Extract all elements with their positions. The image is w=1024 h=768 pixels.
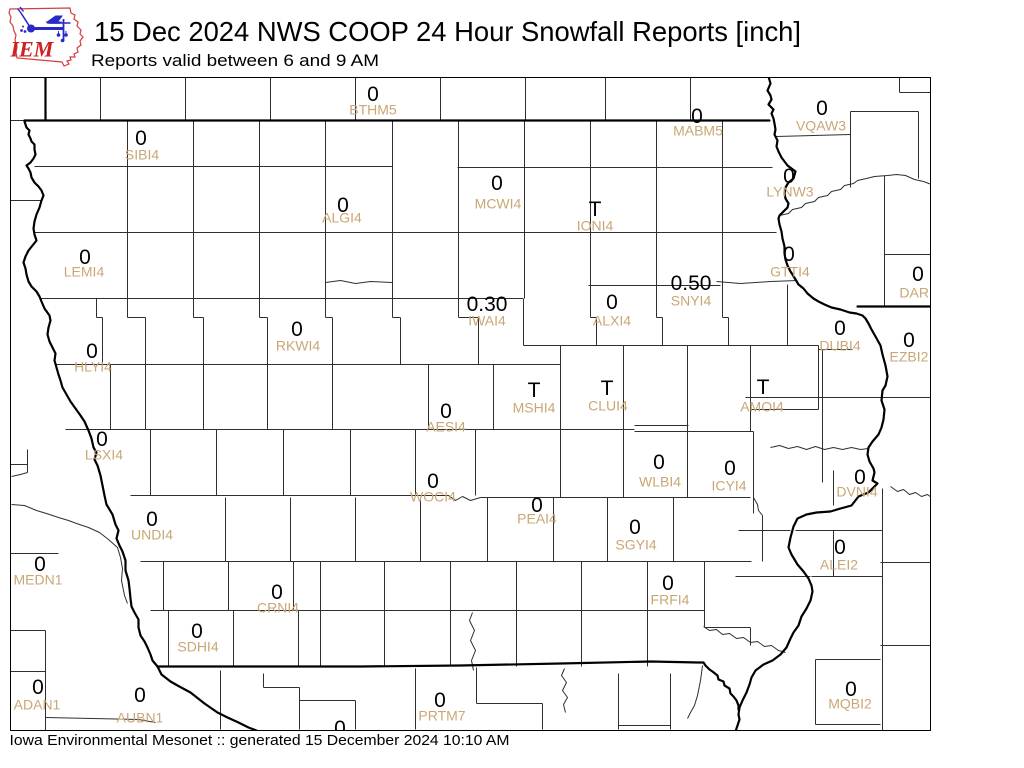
svg-text:0: 0 — [34, 553, 46, 576]
svg-text:LEMI4: LEMI4 — [64, 264, 105, 280]
svg-text:0: 0 — [724, 457, 736, 480]
svg-text:HLYI4: HLYI4 — [74, 359, 112, 375]
svg-text:SGYI4: SGYI4 — [615, 537, 656, 553]
svg-text:ICYI4: ICYI4 — [711, 478, 746, 494]
svg-text:0: 0 — [434, 689, 446, 712]
svg-text:IWAI4: IWAI4 — [468, 313, 506, 329]
svg-text:0.30: 0.30 — [467, 293, 508, 316]
svg-text:MQBI2: MQBI2 — [828, 696, 872, 712]
svg-text:VQAW3: VQAW3 — [796, 118, 846, 134]
svg-text:0: 0 — [912, 263, 924, 286]
svg-text:T: T — [589, 198, 602, 221]
svg-text:DVNI4: DVNI4 — [836, 484, 877, 500]
svg-text:T: T — [601, 377, 614, 400]
svg-text:AUBN1: AUBN1 — [117, 710, 164, 726]
svg-text:FRFI4: FRFI4 — [651, 592, 690, 608]
svg-text:0: 0 — [291, 318, 303, 341]
svg-text:Iowa Environmental Mesonet ::: Iowa Environmental Mesonet :: generated … — [10, 733, 510, 749]
svg-text:0: 0 — [834, 317, 846, 340]
svg-text:BTHM5: BTHM5 — [349, 102, 397, 118]
svg-text:DARI2: DARI2 — [899, 285, 940, 301]
svg-text:0: 0 — [491, 172, 503, 195]
svg-text:LSXI4: LSXI4 — [85, 447, 123, 463]
svg-text:0: 0 — [783, 243, 795, 266]
svg-text:GTTI4: GTTI4 — [770, 264, 810, 280]
svg-text:SDHI4: SDHI4 — [177, 639, 218, 655]
svg-text:0.50: 0.50 — [671, 272, 712, 295]
svg-text:15 Dec 2024 NWS COOP 24 Hour S: 15 Dec 2024 NWS COOP 24 Hour Snowfall Re… — [94, 16, 801, 47]
svg-text:0: 0 — [783, 165, 795, 188]
svg-text:0: 0 — [86, 340, 98, 363]
svg-text:RKWI4: RKWI4 — [276, 338, 321, 354]
svg-text:WOCI4: WOCI4 — [410, 489, 456, 505]
svg-text:ALEI2: ALEI2 — [820, 557, 858, 573]
svg-text:MEDN1: MEDN1 — [13, 572, 62, 588]
svg-text:0: 0 — [816, 97, 828, 120]
svg-text:DUBI4: DUBI4 — [819, 338, 860, 354]
svg-text:T: T — [528, 379, 541, 402]
svg-text:CRNI4: CRNI4 — [257, 600, 299, 616]
svg-text:MABM5: MABM5 — [673, 123, 723, 139]
svg-text:SNYI4: SNYI4 — [671, 293, 712, 309]
svg-text:0: 0 — [334, 717, 346, 740]
svg-text:0: 0 — [691, 105, 703, 128]
svg-text:0: 0 — [440, 400, 452, 423]
svg-text:0: 0 — [531, 494, 543, 517]
svg-text:SIBI4: SIBI4 — [125, 147, 159, 163]
svg-text:IONI4: IONI4 — [577, 218, 614, 234]
svg-text:ALGI4: ALGI4 — [322, 210, 362, 226]
svg-text:IEM: IEM — [10, 37, 55, 62]
svg-text:Reports valid between 6 and 9: Reports valid between 6 and 9 AM — [91, 51, 379, 70]
svg-text:0: 0 — [337, 194, 349, 217]
svg-text:0: 0 — [854, 466, 866, 489]
svg-text:0: 0 — [845, 678, 857, 701]
svg-text:ADAN1: ADAN1 — [14, 697, 61, 713]
svg-text:0: 0 — [146, 508, 158, 531]
svg-text:0: 0 — [629, 516, 641, 539]
svg-text:0: 0 — [135, 127, 147, 150]
svg-text:0: 0 — [96, 428, 108, 451]
svg-text:MCWI4: MCWI4 — [475, 196, 522, 212]
svg-text:0: 0 — [834, 536, 846, 559]
svg-text:T: T — [757, 376, 770, 399]
svg-text:0: 0 — [367, 83, 379, 106]
svg-text:0: 0 — [427, 470, 439, 493]
svg-text:AESI4: AESI4 — [426, 419, 466, 435]
svg-text:ALXI4: ALXI4 — [593, 313, 631, 329]
svg-text:0: 0 — [271, 581, 283, 604]
svg-text:0: 0 — [606, 291, 618, 314]
svg-text:0: 0 — [653, 451, 665, 474]
svg-text:AMOI4: AMOI4 — [740, 399, 784, 415]
svg-text:EZBI2: EZBI2 — [890, 349, 929, 365]
svg-text:0: 0 — [134, 684, 146, 707]
svg-text:0: 0 — [903, 329, 915, 352]
svg-text:MSHI4: MSHI4 — [513, 400, 556, 416]
svg-text:PRTM7: PRTM7 — [418, 708, 465, 724]
svg-text:WLBI4: WLBI4 — [639, 474, 681, 490]
svg-text:0: 0 — [32, 676, 44, 699]
svg-text:0: 0 — [79, 246, 91, 269]
svg-text:LYNW3: LYNW3 — [766, 184, 813, 200]
svg-text:UNDI4: UNDI4 — [131, 527, 173, 543]
svg-text:CLUI4: CLUI4 — [588, 398, 628, 414]
svg-text:0: 0 — [662, 572, 674, 595]
svg-text:0: 0 — [191, 620, 203, 643]
svg-text:PEAI4: PEAI4 — [517, 511, 557, 527]
